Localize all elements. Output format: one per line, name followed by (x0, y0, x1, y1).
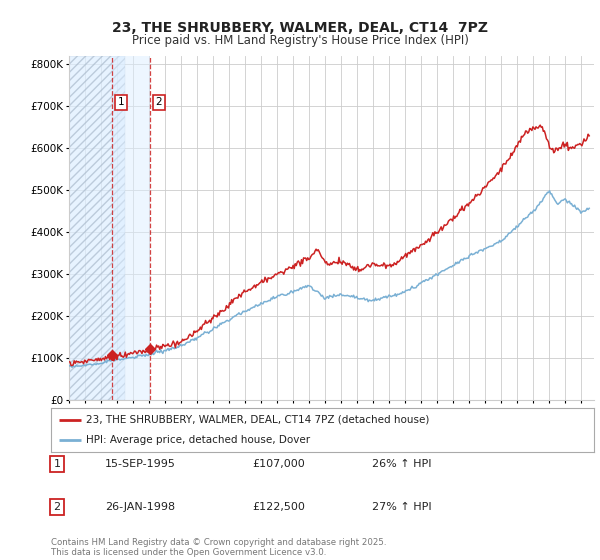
Text: 23, THE SHRUBBERY, WALMER, DEAL, CT14  7PZ: 23, THE SHRUBBERY, WALMER, DEAL, CT14 7P… (112, 21, 488, 35)
Bar (69, 56, 125, 400)
Text: HPI: Average price, detached house, Dover: HPI: Average price, detached house, Dove… (86, 435, 310, 445)
Bar (112, 56, 150, 400)
Text: 2: 2 (156, 97, 163, 107)
Text: 26-JAN-1998: 26-JAN-1998 (105, 502, 175, 512)
Text: £122,500: £122,500 (252, 502, 305, 512)
Text: Contains HM Land Registry data © Crown copyright and database right 2025.
This d: Contains HM Land Registry data © Crown c… (51, 538, 386, 557)
Text: 26% ↑ HPI: 26% ↑ HPI (372, 459, 431, 469)
Text: 23, THE SHRUBBERY, WALMER, DEAL, CT14 7PZ (detached house): 23, THE SHRUBBERY, WALMER, DEAL, CT14 7P… (86, 415, 430, 425)
Text: £107,000: £107,000 (252, 459, 305, 469)
Text: 1: 1 (118, 97, 125, 107)
Text: Price paid vs. HM Land Registry's House Price Index (HPI): Price paid vs. HM Land Registry's House … (131, 34, 469, 46)
Text: 1: 1 (53, 459, 61, 469)
Text: 27% ↑ HPI: 27% ↑ HPI (372, 502, 431, 512)
Text: 2: 2 (53, 502, 61, 512)
Text: 15-SEP-1995: 15-SEP-1995 (105, 459, 176, 469)
